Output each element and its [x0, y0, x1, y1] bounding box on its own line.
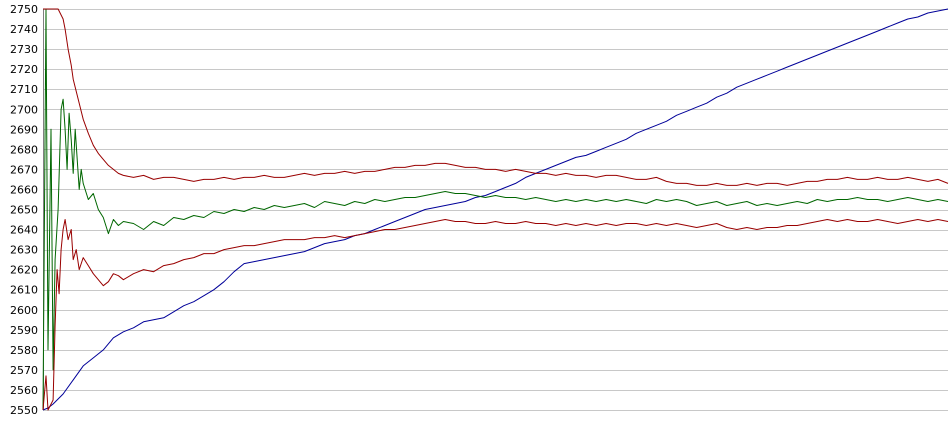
y-tick-label: 2740	[10, 23, 38, 36]
y-tick-label: 2750	[10, 3, 38, 16]
y-tick-label: 2730	[10, 43, 38, 56]
y-tick-label: 2650	[10, 204, 38, 217]
series-group	[42, 8, 949, 411]
y-tick-label: 2570	[10, 364, 38, 377]
y-tick-label: 2580	[10, 344, 38, 357]
y-tick-label: 2690	[10, 123, 38, 136]
y-tick-label: 2560	[10, 384, 38, 397]
y-tick-label: 2680	[10, 143, 38, 156]
y-tick-label: 2550	[10, 404, 38, 417]
y-tick-label: 2600	[10, 304, 38, 317]
series-line-1	[42, 8, 949, 411]
y-tick-label: 2700	[10, 103, 38, 116]
y-tick-label: 2630	[10, 244, 38, 257]
y-tick-label: 2720	[10, 63, 38, 76]
series-line-3	[43, 8, 949, 186]
y-tick-label: 2590	[10, 324, 38, 337]
y-tick-label: 2620	[10, 264, 38, 277]
y-tick-label: 2670	[10, 163, 38, 176]
y-tick-label: 2710	[10, 83, 38, 96]
y-tick-label: 2660	[10, 183, 38, 196]
series-line-4	[42, 219, 949, 411]
y-tick-label: 2640	[10, 224, 38, 237]
y-axis-tick-labels: 2550 2560 2570 2580 2590 2600 2610 2620 2630 2640…	[10, 3, 38, 417]
series-line-2	[42, 8, 949, 411]
y-tick-label: 2610	[10, 284, 38, 297]
gridlines	[43, 9, 948, 411]
